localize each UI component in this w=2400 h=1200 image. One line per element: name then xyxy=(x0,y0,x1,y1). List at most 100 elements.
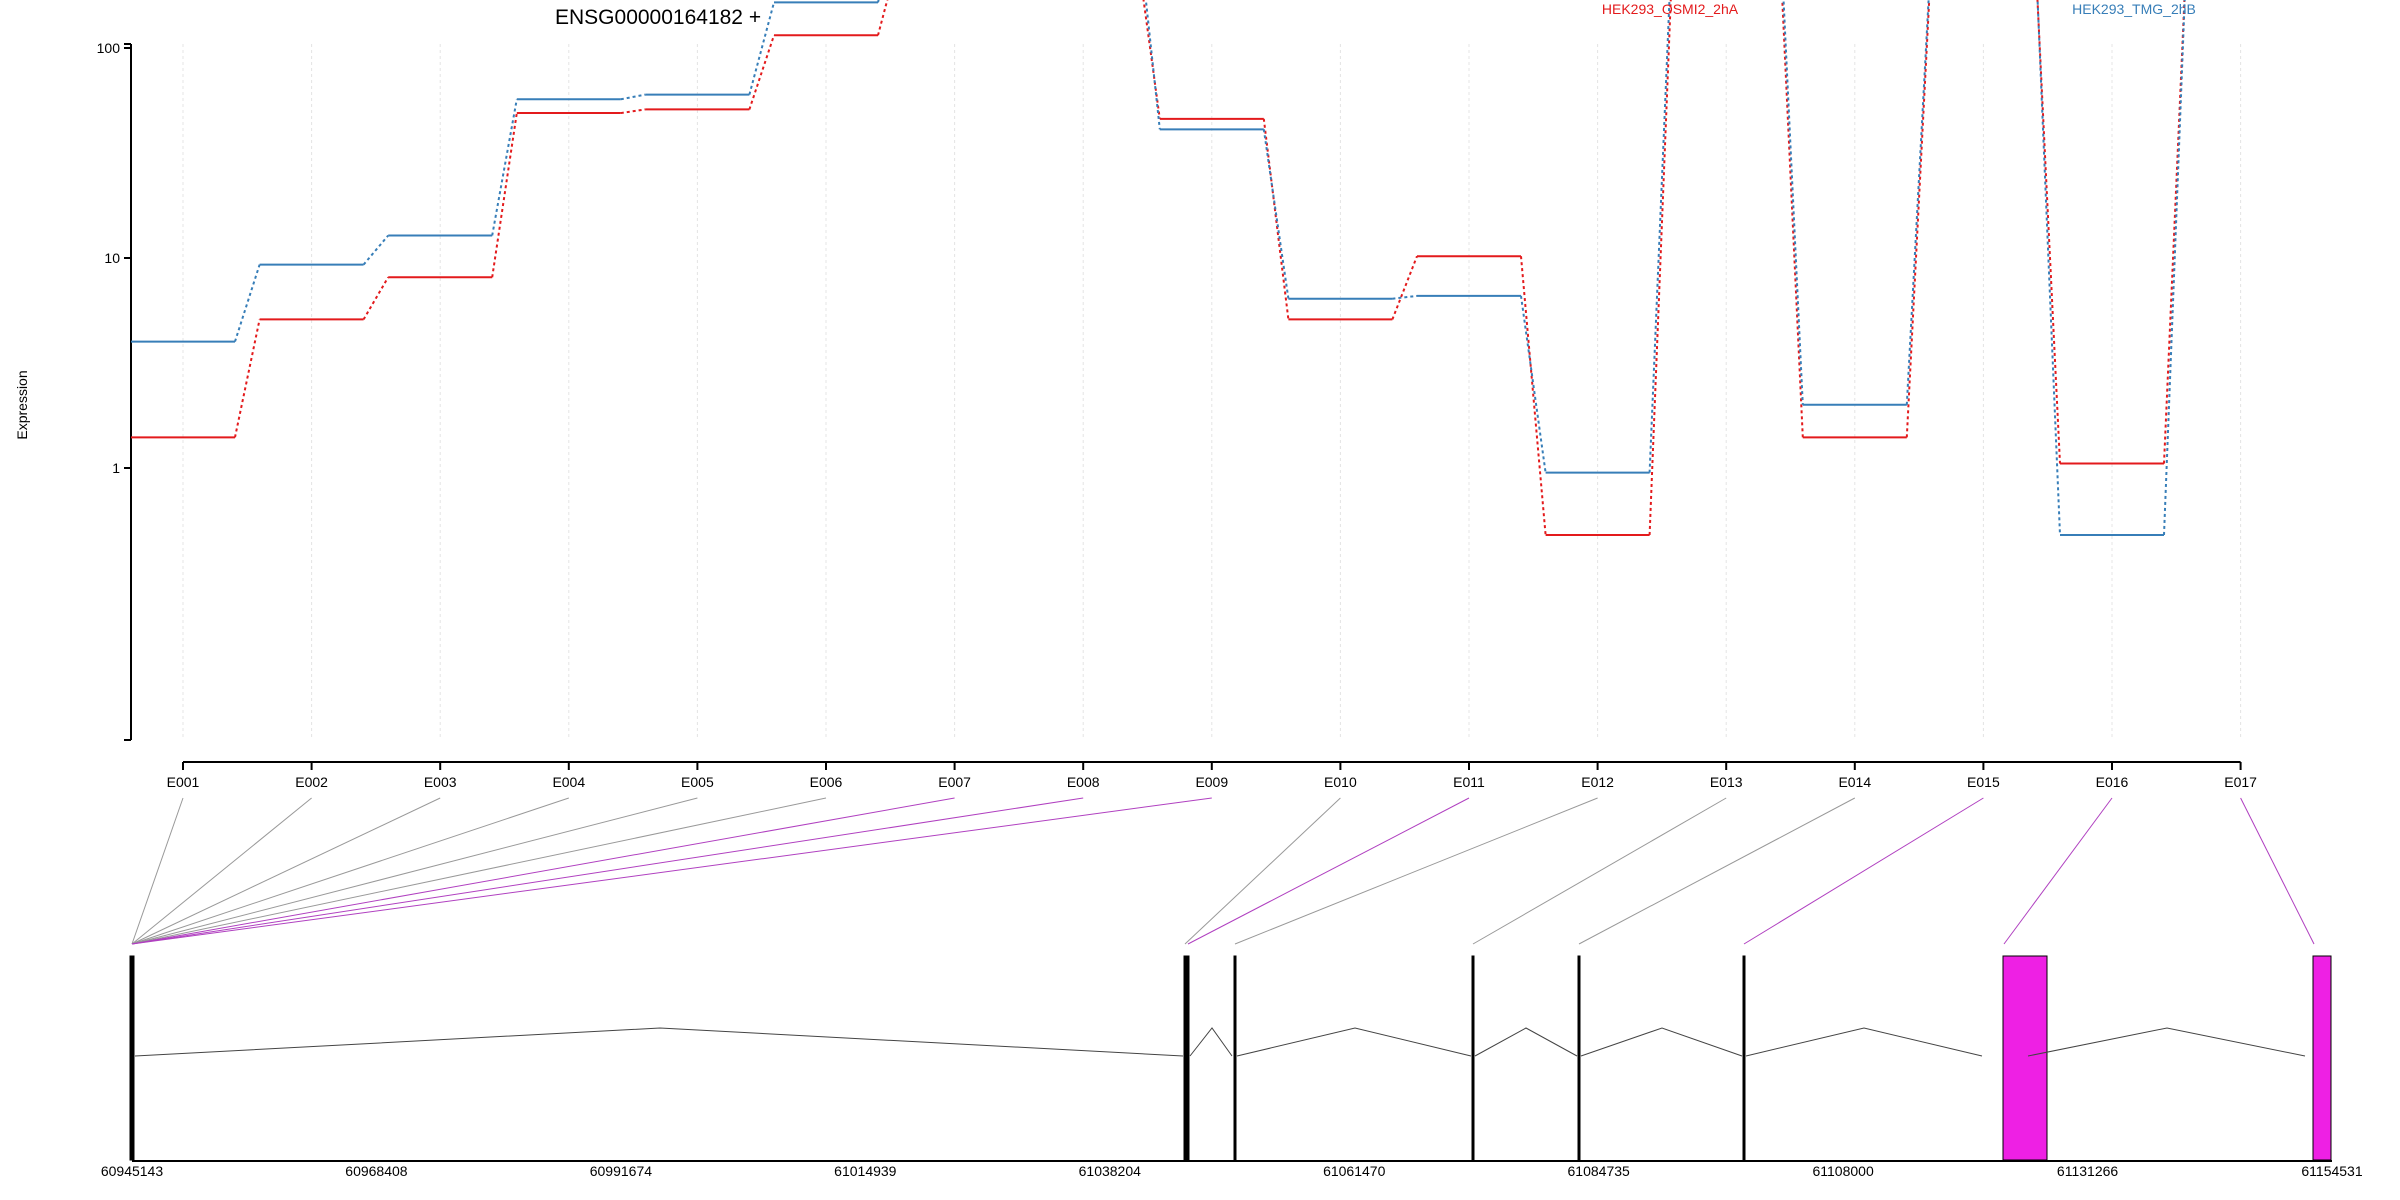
series-connector xyxy=(2163,0,2186,535)
exon-box xyxy=(1186,955,1190,1161)
series-connector xyxy=(1392,294,1418,300)
exon-connector xyxy=(131,797,698,945)
series-connector xyxy=(1905,0,1930,405)
series-connector xyxy=(362,234,389,266)
series-connector xyxy=(234,319,261,438)
legend-entry: HEK293_OSMI2_2hA xyxy=(1602,1,1739,17)
series-connector xyxy=(620,93,646,101)
exon-box xyxy=(1233,955,1237,1161)
genomic-tick-label: 60945143 xyxy=(101,1163,164,1179)
series-connector xyxy=(2036,0,2061,464)
genomic-tick-label: 60968408 xyxy=(345,1163,408,1179)
y-tick-label: 10 xyxy=(104,250,120,266)
x-tick-label: E016 xyxy=(2096,774,2129,790)
series-connector xyxy=(1262,129,1290,299)
series-connector xyxy=(1391,255,1418,320)
x-tick-label: E002 xyxy=(295,774,328,790)
series-connector xyxy=(1144,0,1161,130)
x-tick-label: E005 xyxy=(681,774,714,790)
x-tick-label: E011 xyxy=(1453,774,1485,790)
genomic-tick-label: 61108000 xyxy=(1812,1163,1873,1179)
x-tick-label: E010 xyxy=(1324,774,1357,790)
exon-connector xyxy=(131,797,312,945)
exon-box xyxy=(2002,955,2048,1161)
genomic-tick-label: 61061470 xyxy=(1323,1163,1386,1179)
exon-connector xyxy=(131,797,1212,945)
series-connector xyxy=(1262,118,1290,320)
y-tick-label: 100 xyxy=(97,40,121,56)
gene-axis: 60945143 60968408 60991674 61014939 61038204… xyxy=(101,1160,2363,1179)
series-connector xyxy=(1781,0,1804,438)
chart-title: ENSG00000164182 + xyxy=(555,6,761,29)
genomic-tick-label: 61154531 xyxy=(2301,1163,2362,1179)
exon-connector xyxy=(131,797,1084,945)
intron-line xyxy=(1580,1027,1743,1057)
x-tick-label: E013 xyxy=(1710,774,1743,790)
genomic-tick-label: 61038204 xyxy=(1079,1163,1142,1179)
x-tick-label: E009 xyxy=(1195,774,1228,790)
exon-connector xyxy=(131,797,569,945)
series-connector xyxy=(234,264,261,342)
exon-connector xyxy=(131,797,955,945)
series-connector xyxy=(491,99,518,236)
genomic-tick-label: 61014939 xyxy=(834,1163,897,1179)
exon-connector xyxy=(131,797,827,945)
exon-box xyxy=(1471,955,1475,1161)
exon-connector xyxy=(1187,797,1470,945)
intron-line xyxy=(1236,1027,1472,1057)
intron-line xyxy=(2027,1027,2306,1057)
grid xyxy=(182,44,2242,740)
x-tick-label: E003 xyxy=(424,774,457,790)
series xyxy=(131,0,2186,536)
series-connector xyxy=(877,0,880,3)
x-tick-label: E014 xyxy=(1838,774,1871,790)
series-connector xyxy=(2036,0,2061,535)
series-connector xyxy=(877,0,889,36)
exon-connector xyxy=(131,797,441,945)
exon-box xyxy=(1742,955,1746,1161)
intron-line xyxy=(1474,1027,1578,1057)
y-axis: 1 10 100 xyxy=(97,40,132,741)
intron-line xyxy=(134,1027,1184,1057)
series-connector xyxy=(491,112,518,278)
exon-connector xyxy=(2003,797,2113,945)
series-connector xyxy=(1520,256,1547,536)
intron-line xyxy=(1189,1027,1233,1057)
series-connector xyxy=(2163,0,2186,464)
exon-connector xyxy=(1743,797,1984,945)
exon-box xyxy=(2312,955,2332,1161)
series-connector xyxy=(1905,0,1931,438)
x-tick-label: E007 xyxy=(938,774,971,790)
x-axis: E001 E002 E003 E004 E005 E006 E007 E008 E009 E010… xyxy=(167,761,2257,790)
series-connector xyxy=(1648,0,1672,535)
exon-connector xyxy=(1184,797,1341,945)
x-tick-label: E015 xyxy=(1967,774,2000,790)
x-tick-label: E017 xyxy=(2224,774,2257,790)
genomic-tick-label: 61084735 xyxy=(1568,1163,1631,1179)
intron-line xyxy=(1745,1027,1983,1057)
x-tick-label: E012 xyxy=(1581,774,1614,790)
exon-connector xyxy=(1472,797,1727,945)
legend: HEK293_OSMI2_2hA HEK293_TMG_2hB xyxy=(1602,1,2196,17)
exon-box xyxy=(1577,955,1581,1161)
series-connector xyxy=(1782,0,1804,405)
x-tick-label: E008 xyxy=(1067,774,1100,790)
x-tick-label: E006 xyxy=(810,774,843,790)
x-tick-label: E001 xyxy=(167,774,200,790)
gene-model xyxy=(129,955,2332,1161)
genomic-tick-label: 61131266 xyxy=(2057,1163,2118,1179)
exon-connectors xyxy=(131,797,2315,945)
series-connector xyxy=(748,2,775,95)
exon-box xyxy=(130,955,134,1161)
legend-entry: HEK293_TMG_2hB xyxy=(2072,1,2196,17)
series-connector xyxy=(362,276,390,320)
series-connector xyxy=(748,34,775,110)
series-connector xyxy=(620,108,646,115)
y-axis-label: Expression xyxy=(14,370,30,439)
genomic-tick-label: 60991674 xyxy=(590,1163,653,1179)
series xyxy=(131,0,2186,536)
exon-box xyxy=(1183,955,1187,1161)
series-connector xyxy=(1648,0,1671,473)
